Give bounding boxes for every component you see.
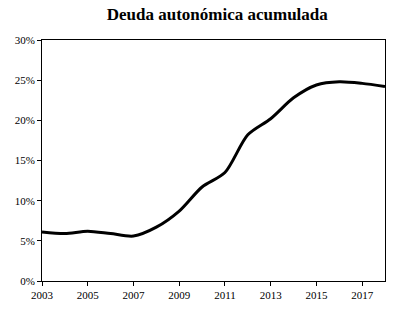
svg-text:15%: 15%: [15, 154, 35, 166]
svg-text:5%: 5%: [20, 235, 35, 247]
svg-text:20%: 20%: [15, 114, 35, 126]
svg-text:2009: 2009: [168, 289, 191, 301]
svg-text:2017: 2017: [351, 289, 374, 301]
svg-text:25%: 25%: [15, 74, 35, 86]
svg-text:30%: 30%: [15, 34, 35, 46]
svg-text:2013: 2013: [260, 289, 283, 301]
svg-text:2015: 2015: [305, 289, 328, 301]
svg-text:Deuda autonómica acumulada: Deuda autonómica acumulada: [107, 5, 329, 24]
svg-text:2007: 2007: [122, 289, 145, 301]
svg-text:0%: 0%: [20, 275, 35, 287]
svg-text:2003: 2003: [31, 289, 54, 301]
svg-text:2005: 2005: [77, 289, 100, 301]
svg-text:2011: 2011: [214, 289, 236, 301]
svg-text:10%: 10%: [15, 195, 35, 207]
